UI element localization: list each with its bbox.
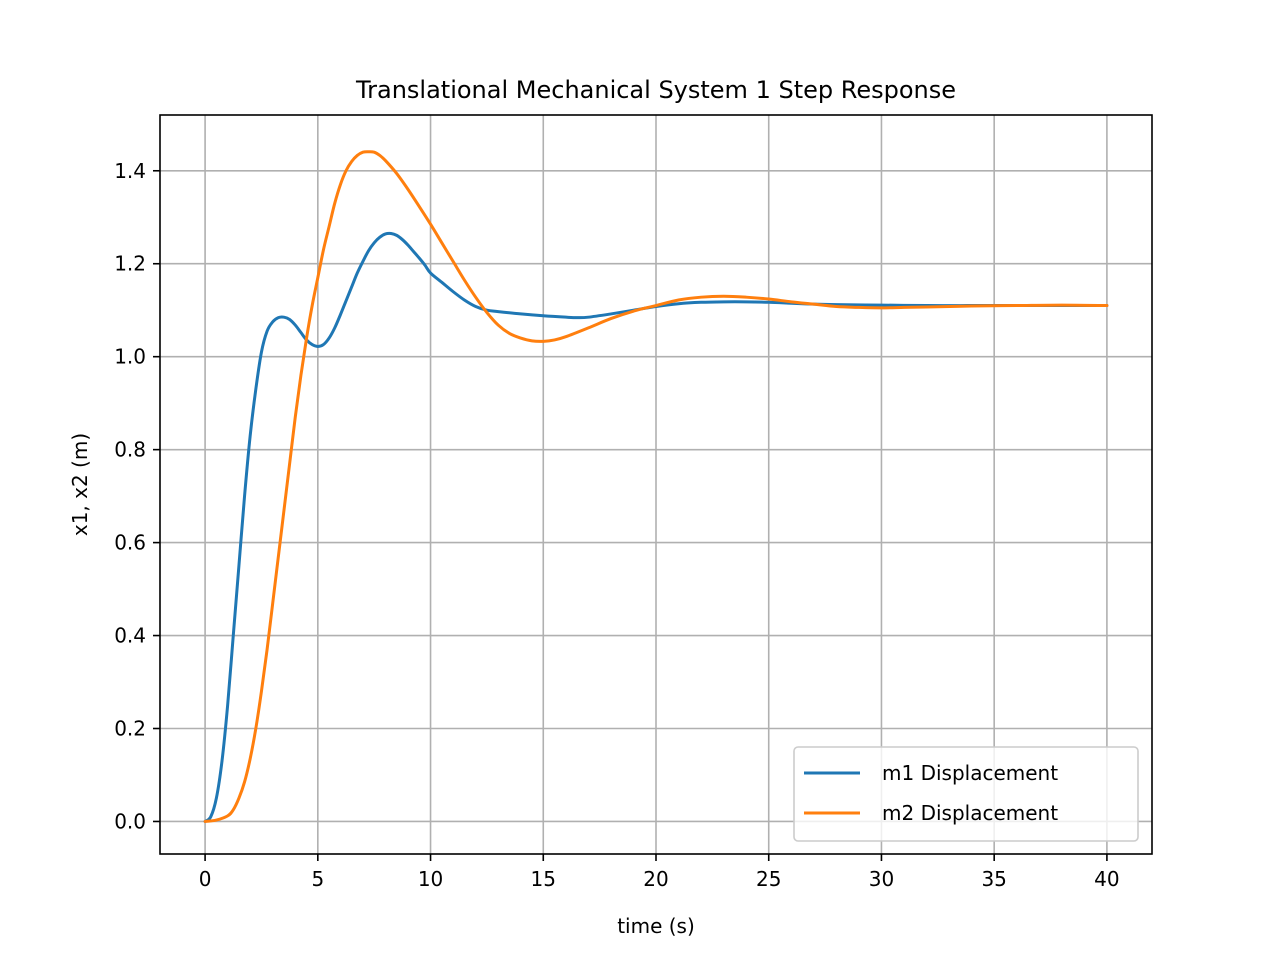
- x-tick-label: 5: [311, 867, 324, 891]
- y-tick-label: 1.4: [114, 159, 146, 183]
- legend-label: m2 Displacement: [882, 801, 1058, 825]
- legend-box: [793, 746, 1139, 842]
- y-axis-label: x1, x2 (m): [68, 433, 92, 536]
- x-tick-label: 0: [199, 867, 212, 891]
- series-line-m2: [203, 150, 1109, 823]
- x-tick-label: 20: [643, 867, 668, 891]
- series-line-m1: [203, 231, 1109, 823]
- y-tick-label: 0.2: [114, 717, 146, 741]
- axis-ticks: 0 5 10 15 20 25 30 35 40 0.0 0.2 0.4 0.6 0.8 1.0 1.2 1.4: [114, 159, 1119, 891]
- x-tick-label: 25: [756, 867, 781, 891]
- y-tick-label: 1.2: [114, 252, 146, 276]
- y-tick-label: 0.0: [114, 809, 146, 833]
- x-tick-label: 30: [869, 867, 894, 891]
- chart-title: Translational Mechanical System 1 Step R…: [355, 76, 956, 104]
- y-tick-label: 0.8: [114, 438, 146, 462]
- x-tick-label: 15: [531, 867, 556, 891]
- x-tick-label: 40: [1094, 867, 1119, 891]
- x-tick-label: 10: [418, 867, 443, 891]
- y-tick-label: 1.0: [114, 345, 146, 369]
- y-tick-label: 0.4: [114, 624, 146, 648]
- series-lines: [203, 150, 1109, 823]
- y-tick-label: 0.6: [114, 531, 146, 555]
- x-tick-label: 35: [981, 867, 1006, 891]
- legend-label: m1 Displacement: [882, 761, 1058, 785]
- legend: m1 Displacement m2 Displacement: [793, 746, 1139, 842]
- x-axis-label: time (s): [617, 914, 695, 938]
